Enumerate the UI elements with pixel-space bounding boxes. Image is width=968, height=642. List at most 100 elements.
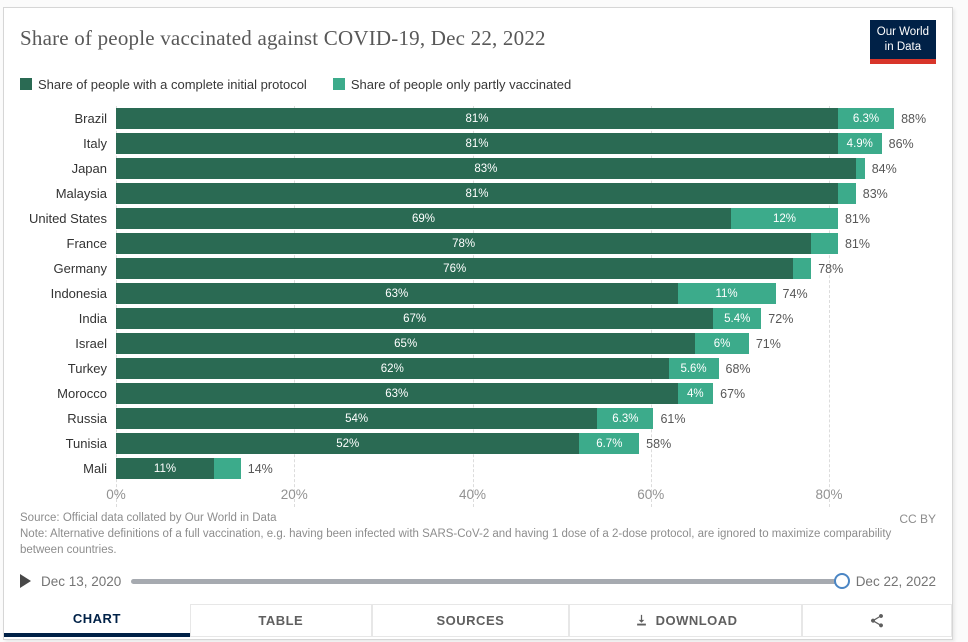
bar-segment-complete[interactable]: 81% xyxy=(116,108,838,129)
bar-total-label: 81% xyxy=(844,211,870,226)
bar-track: 65% 6% 71% xyxy=(116,333,936,354)
bar-segment-partly[interactable] xyxy=(793,258,812,279)
plot-area: 81% 6.3% 88% 81% 4.9% 86% 83% 84% 81% 83% 69% 12% 81… xyxy=(106,106,936,507)
bar-segment-complete[interactable]: 78% xyxy=(116,233,812,254)
bar-segment-complete[interactable]: 54% xyxy=(116,408,598,429)
bar-track: 67% 5.4% 72% xyxy=(116,308,936,329)
bar-segment-complete[interactable]: 52% xyxy=(116,433,580,454)
bar-segment-complete[interactable]: 67% xyxy=(116,308,714,329)
bar-track: 63% 11% 74% xyxy=(116,283,936,304)
bar-total-label: 83% xyxy=(862,186,888,201)
country-label: Italy xyxy=(83,136,107,151)
country-label: Morocco xyxy=(57,386,107,401)
bar-row: 65% 6% 71% xyxy=(116,331,936,356)
bar-segment-partly[interactable]: 6% xyxy=(695,333,749,354)
bar-segment-complete[interactable]: 63% xyxy=(116,283,678,304)
owid-logo[interactable]: Our World in Data xyxy=(869,20,936,64)
chart-card: Share of people vaccinated against COVID… xyxy=(3,7,953,640)
bar-row: 81% 83% xyxy=(116,181,936,206)
bar-segment-complete[interactable]: 76% xyxy=(116,258,794,279)
bar-segment-partly[interactable]: 5.6% xyxy=(668,358,719,379)
bar-total-label: 14% xyxy=(247,461,273,476)
timeline-track[interactable] xyxy=(131,579,840,585)
bar-track: 81% 83% xyxy=(116,183,936,204)
country-label: Russia xyxy=(67,411,107,426)
bar-segment-partly[interactable]: 6.3% xyxy=(837,108,895,129)
bar-segment-partly[interactable]: 6.3% xyxy=(597,408,654,429)
bar-total-label: 58% xyxy=(646,436,672,451)
tab-chart[interactable]: CHART xyxy=(4,604,190,638)
bar-track: 52% 6.7% 58% xyxy=(116,433,936,454)
bar-row: 62% 5.6% 68% xyxy=(116,356,936,381)
bar-segment-partly[interactable]: 12% xyxy=(731,208,838,229)
bar-track: 11% 14% xyxy=(116,458,936,479)
play-icon[interactable] xyxy=(20,574,31,589)
bar-row: 69% 12% 81% xyxy=(116,206,936,231)
bar-total-label: 71% xyxy=(755,336,781,351)
bar-track: 83% 84% xyxy=(116,158,936,179)
stacked-bar-chart: Brazil Italy Japan Malaysia United States Fra… xyxy=(20,106,936,507)
tab-bar: CHART TABLE SOURCES DOWNLOAD xyxy=(4,604,952,638)
x-tick-label: 20% xyxy=(280,487,308,502)
bar-segment-partly[interactable] xyxy=(837,183,856,204)
timeline-handle[interactable] xyxy=(833,573,850,590)
owid-logo-line2: in Data xyxy=(884,40,922,53)
tab-share[interactable] xyxy=(802,604,952,638)
legend-label: Share of people with a complete initial … xyxy=(38,76,307,92)
bar-segment-partly[interactable]: 5.4% xyxy=(713,308,762,329)
bar-total-label: 67% xyxy=(720,386,746,401)
bar-row: 83% 84% xyxy=(116,156,936,181)
bar-segment-complete[interactable]: 69% xyxy=(116,208,731,229)
bar-segment-partly[interactable]: 6.7% xyxy=(579,433,640,454)
tab-label: DOWNLOAD xyxy=(655,613,738,629)
timeline-end-label: Dec 22, 2022 xyxy=(855,573,936,589)
country-label: Germany xyxy=(53,261,107,276)
bar-total-label: 68% xyxy=(725,361,751,376)
bar-segment-complete[interactable]: 62% xyxy=(116,358,669,379)
bar-segment-partly[interactable]: 4% xyxy=(677,383,714,404)
country-label: Malaysia xyxy=(55,186,107,201)
x-tick-label: 60% xyxy=(637,487,665,502)
tab-label: CHART xyxy=(72,611,121,627)
timeline-slider[interactable] xyxy=(131,573,850,590)
license-link[interactable]: CC BY xyxy=(899,512,936,526)
legend-item: Share of people only partly vaccinated xyxy=(332,77,571,92)
tab-download[interactable]: DOWNLOAD xyxy=(568,604,803,638)
bar-total-label: 78% xyxy=(818,261,844,276)
bar-row: 76% 78% xyxy=(116,256,936,281)
bar-track: 81% 4.9% 86% xyxy=(116,133,936,154)
bar-row: 81% 6.3% 88% xyxy=(116,106,936,131)
chart-title: Share of people vaccinated against COVID… xyxy=(20,26,546,50)
bar-segment-partly[interactable] xyxy=(811,233,838,254)
tab-label: SOURCES xyxy=(436,613,505,629)
bar-row: 54% 6.3% 61% xyxy=(116,406,936,431)
bar-track: 78% 81% xyxy=(116,233,936,254)
bar-segment-complete[interactable]: 63% xyxy=(116,383,678,404)
country-label: India xyxy=(78,311,107,326)
country-label: Tunisia xyxy=(65,436,107,451)
bar-segment-complete[interactable]: 65% xyxy=(116,333,696,354)
country-labels-column: Brazil Italy Japan Malaysia United States Fra… xyxy=(20,106,116,507)
source-note: Source: Official data collated by Our Wo… xyxy=(20,512,277,524)
country-label: France xyxy=(66,236,107,251)
bar-row: 63% 4% 67% xyxy=(116,381,936,406)
tab-table[interactable]: TABLE xyxy=(189,604,372,638)
bar-segment-partly[interactable] xyxy=(214,458,241,479)
bar-row: 81% 4.9% 86% xyxy=(116,131,936,156)
bar-segment-partly[interactable]: 4.9% xyxy=(837,133,882,154)
bar-segment-complete[interactable]: 83% xyxy=(116,158,856,179)
bar-segment-complete[interactable]: 81% xyxy=(116,183,838,204)
country-label: Mali xyxy=(83,461,107,476)
bar-track: 54% 6.3% 61% xyxy=(116,408,936,429)
footnote: Note: Alternative definitions of a full … xyxy=(20,528,892,556)
bar-segment-complete[interactable]: 11% xyxy=(116,458,215,479)
bar-segment-partly[interactable]: 11% xyxy=(677,283,776,304)
x-axis: 0% 20% 40% 60% 80% xyxy=(106,483,936,507)
bar-total-label: 74% xyxy=(782,286,808,301)
x-tick-label: 40% xyxy=(459,487,487,502)
bar-segment-complete[interactable]: 81% xyxy=(116,133,838,154)
bar-track: 63% 4% 67% xyxy=(116,383,936,404)
bar-track: 62% 5.6% 68% xyxy=(116,358,936,379)
tab-sources[interactable]: SOURCES xyxy=(371,604,569,638)
bar-segment-partly[interactable] xyxy=(855,158,865,179)
